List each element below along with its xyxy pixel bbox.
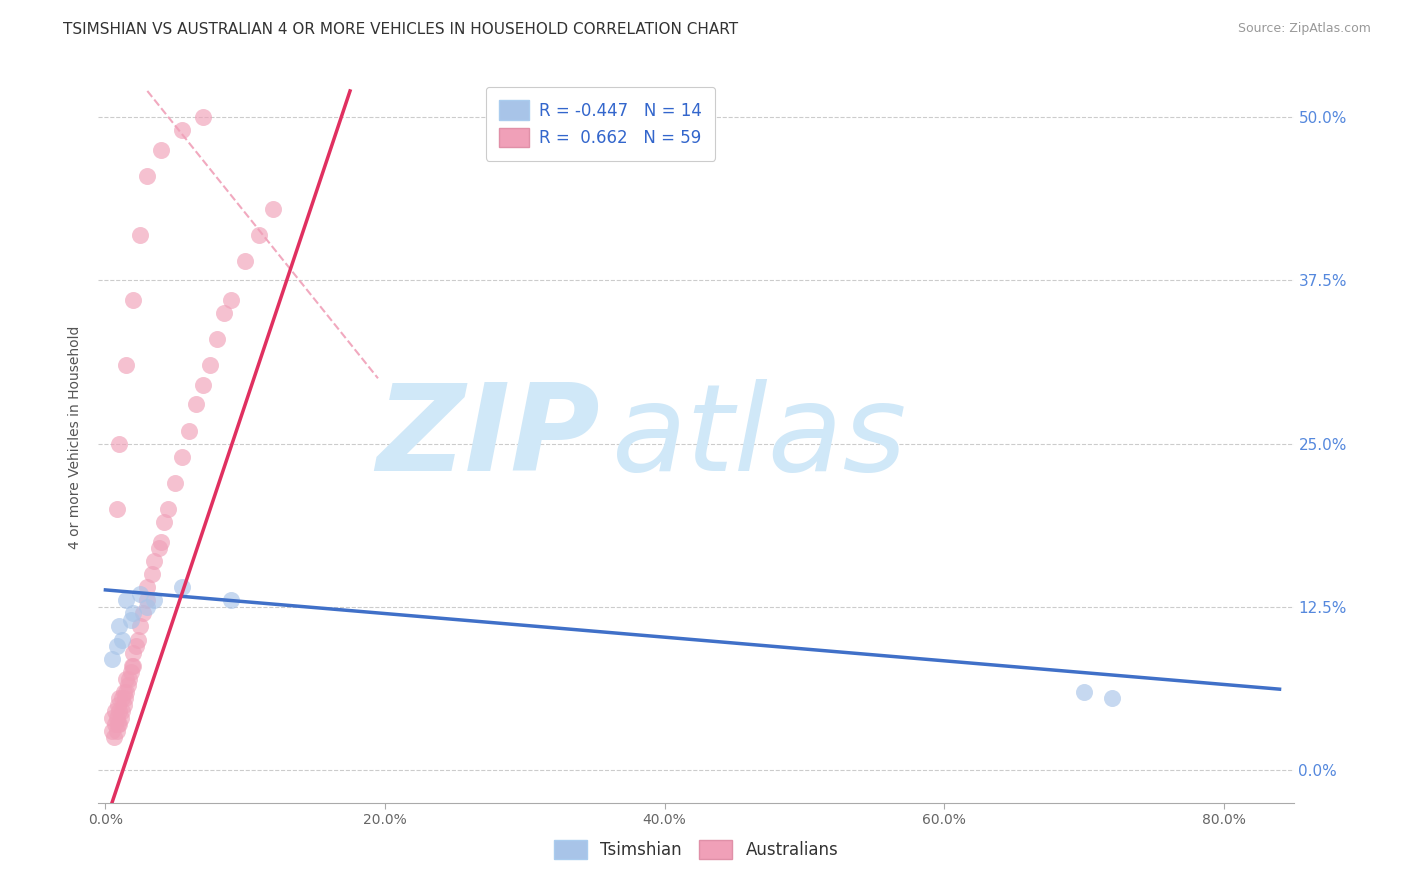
Point [104,705,127,719]
Point [143,554,166,568]
Point [165,475,187,490]
Point [108,717,131,731]
Text: atlas: atlas [613,378,908,496]
Point [127,632,149,647]
Point [103,731,125,745]
Point [193,110,215,124]
Point [122,607,145,621]
Point [110,711,132,725]
Point [115,358,138,372]
Point [172,580,194,594]
Point [112,685,135,699]
Point [112,698,135,712]
Point [122,658,145,673]
Point [118,672,141,686]
Point [101,711,124,725]
Y-axis label: 4 or more Vehicles in Household: 4 or more Vehicles in Household [69,326,83,549]
Point [1073,685,1095,699]
Text: TSIMSHIAN VS AUSTRALIAN 4 OR MORE VEHICLES IN HOUSEHOLD CORRELATION CHART: TSIMSHIAN VS AUSTRALIAN 4 OR MORE VEHICL… [63,22,738,37]
Point [207,332,229,346]
Point [262,202,284,216]
Point [150,534,173,549]
Point [111,691,134,706]
Point [219,593,242,607]
Point [105,639,128,653]
Point [115,685,138,699]
Point [129,587,152,601]
Point [172,123,194,137]
Point [111,632,134,647]
Point [107,698,129,712]
Point [172,450,194,464]
Point [143,593,166,607]
Point [108,619,131,633]
Point [105,502,128,516]
Point [117,678,139,692]
Point [108,705,131,719]
Point [108,691,131,706]
Point [114,691,136,706]
Point [233,253,256,268]
Point [120,665,142,680]
Legend: Tsimshian, Australians: Tsimshian, Australians [546,831,846,868]
Point [129,227,152,242]
Point [122,646,145,660]
Point [247,227,270,242]
Point [179,424,201,438]
Point [101,652,124,666]
Point [120,613,142,627]
Point [148,541,170,555]
Point [107,717,129,731]
Point [115,593,138,607]
Point [105,723,128,738]
Text: Source: ZipAtlas.com: Source: ZipAtlas.com [1237,22,1371,36]
Point [136,169,159,183]
Point [108,436,131,450]
Point [219,293,242,307]
Point [136,593,159,607]
Point [212,306,235,320]
Point [157,502,180,516]
Point [186,397,208,411]
Point [132,607,155,621]
Point [153,515,176,529]
Point [104,717,127,731]
Point [136,599,159,614]
Point [200,358,222,372]
Point [193,377,215,392]
Point [136,580,159,594]
Point [101,723,124,738]
Point [121,658,143,673]
Point [125,639,148,653]
Point [129,619,152,633]
Point [150,143,173,157]
Point [122,293,145,307]
Point [111,705,134,719]
Point [115,672,138,686]
Point [141,567,163,582]
Text: ZIP: ZIP [377,378,600,496]
Point [105,711,128,725]
Point [1101,691,1123,706]
